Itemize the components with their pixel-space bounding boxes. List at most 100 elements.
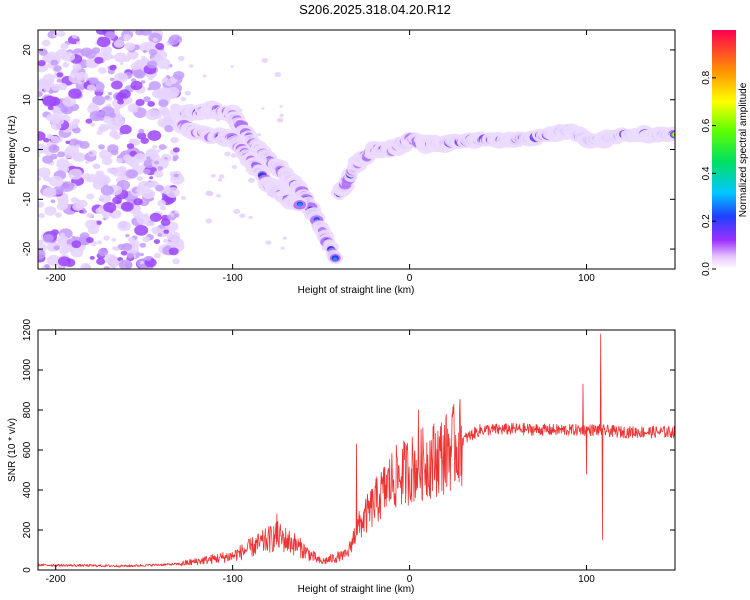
noise-blob <box>102 177 111 184</box>
noise-blob <box>261 107 265 110</box>
noise-blob <box>68 168 83 180</box>
noise-blob <box>107 91 113 96</box>
lower-branch-mark <box>297 203 302 207</box>
noise-blob <box>109 262 117 269</box>
noise-blob <box>86 212 94 218</box>
noise-blob <box>121 242 133 251</box>
noise-blob <box>42 234 54 243</box>
noise-blob <box>70 197 79 204</box>
noise-blob <box>248 215 253 220</box>
noise-blob <box>129 30 136 33</box>
noise-blob <box>109 77 115 82</box>
noise-blob <box>103 115 114 124</box>
noise-blob <box>126 143 135 149</box>
noise-blob <box>104 95 110 100</box>
noise-blob <box>141 55 146 60</box>
bottom-y-tick-label: 400 <box>22 481 33 498</box>
noise-blob <box>99 193 112 203</box>
top-x-ticks: -200 -100 0 100 <box>46 30 595 284</box>
noise-blob <box>86 84 97 92</box>
noise-blob <box>53 65 62 72</box>
noise-blob <box>117 220 131 232</box>
noise-blob <box>137 180 152 192</box>
noise-blob <box>119 124 132 135</box>
noise-blob <box>53 33 58 37</box>
noise-blob <box>149 212 162 223</box>
noise-blob <box>134 224 149 236</box>
noise-blob <box>173 173 179 178</box>
noise-blob <box>88 102 98 110</box>
noise-blob <box>109 112 117 118</box>
noise-blob <box>136 176 143 182</box>
colorbar-tick-label: 0.6 <box>701 118 712 132</box>
noise-blob <box>117 166 125 172</box>
noise-blob <box>158 144 167 151</box>
noise-blob <box>126 169 138 179</box>
noise-blob <box>38 143 47 154</box>
noise-blob <box>155 184 164 192</box>
noise-blob <box>164 125 174 133</box>
noise-blob <box>139 252 145 257</box>
noise-blob <box>172 157 178 162</box>
noise-blob <box>47 133 54 139</box>
noise-blob <box>140 137 149 144</box>
noise-blob <box>106 167 115 174</box>
noise-blob <box>118 259 133 269</box>
noise-blob <box>116 157 123 164</box>
noise-blob <box>139 242 147 248</box>
noise-blob <box>85 118 93 124</box>
noise-blob <box>145 41 158 51</box>
noise-blob <box>146 60 158 69</box>
noise-blob <box>38 213 45 219</box>
noise-blob <box>120 201 134 212</box>
noise-blob <box>96 240 103 245</box>
noise-blob <box>38 177 42 181</box>
noise-blob <box>161 187 172 195</box>
noise-blob <box>110 149 119 156</box>
noise-blob <box>49 175 64 187</box>
noise-blob <box>248 177 255 183</box>
noise-blob <box>233 208 241 215</box>
noise-blob <box>154 160 160 165</box>
noise-blob <box>172 258 181 265</box>
noise-blob <box>42 187 57 198</box>
noise-blob <box>172 147 180 153</box>
noise-blob <box>133 69 146 79</box>
noise-blob <box>86 173 98 183</box>
noise-blob <box>180 196 187 201</box>
noise-blob <box>62 96 77 107</box>
noise-blob <box>149 153 160 161</box>
noise-blob <box>96 220 102 225</box>
noise-blob <box>143 96 151 103</box>
noise-blob <box>50 59 59 66</box>
noise-blob <box>148 221 156 227</box>
noise-blob <box>97 174 106 181</box>
noise-blob <box>139 30 152 36</box>
noise-blob <box>257 133 261 137</box>
noise-blob <box>50 199 56 204</box>
noise-blob <box>115 107 120 111</box>
noise-blob <box>115 133 121 139</box>
bottom-x-tick-label: -100 <box>223 574 243 585</box>
noise-blob <box>130 80 143 91</box>
noise-blob <box>42 95 57 107</box>
noise-blob <box>279 113 284 118</box>
noise-blob <box>96 36 111 48</box>
colorbar-label: Normalized spectral amplitude <box>738 82 749 217</box>
top-y-tick-label: 0 <box>22 146 33 152</box>
noise-blob <box>215 193 221 198</box>
noise-blob <box>85 49 98 59</box>
noise-blob <box>38 60 46 67</box>
noise-blob <box>60 104 74 115</box>
noise-blob <box>231 165 238 170</box>
noise-blob <box>113 39 125 48</box>
noise-blob <box>118 89 131 99</box>
noise-blob <box>184 90 191 96</box>
noise-blob <box>163 238 169 243</box>
noise-blob <box>100 45 113 55</box>
noise-blob <box>125 233 130 238</box>
bottom-x-axis-label: Height of straight line (km) <box>298 584 415 595</box>
noise-blob <box>38 239 44 244</box>
noise-blob <box>145 109 160 120</box>
noise-blob <box>122 55 131 63</box>
